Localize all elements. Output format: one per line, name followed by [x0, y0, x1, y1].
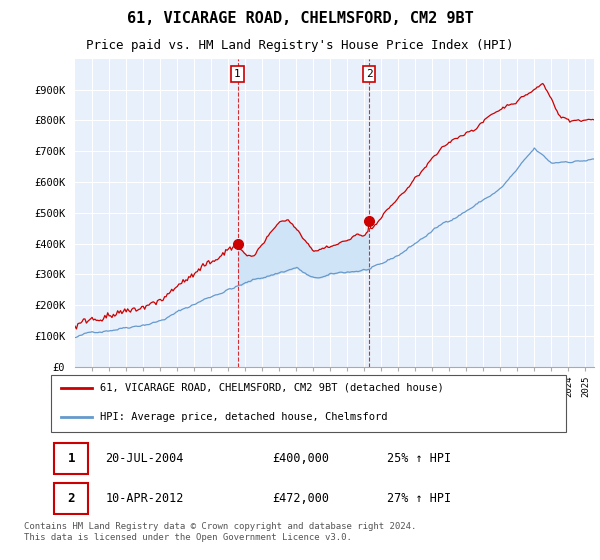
FancyBboxPatch shape: [50, 375, 566, 432]
Text: 1: 1: [67, 452, 75, 465]
Text: 27% ↑ HPI: 27% ↑ HPI: [388, 492, 451, 505]
Text: 2: 2: [67, 492, 75, 505]
Text: 61, VICARAGE ROAD, CHELMSFORD, CM2 9BT (detached house): 61, VICARAGE ROAD, CHELMSFORD, CM2 9BT (…: [100, 383, 444, 393]
FancyBboxPatch shape: [54, 444, 88, 474]
Text: 20-JUL-2004: 20-JUL-2004: [106, 452, 184, 465]
Text: 2: 2: [365, 69, 373, 79]
Text: 1: 1: [234, 69, 241, 79]
Text: 10-APR-2012: 10-APR-2012: [106, 492, 184, 505]
Text: £400,000: £400,000: [272, 452, 329, 465]
Text: HPI: Average price, detached house, Chelmsford: HPI: Average price, detached house, Chel…: [100, 412, 388, 422]
FancyBboxPatch shape: [54, 483, 88, 514]
Text: 61, VICARAGE ROAD, CHELMSFORD, CM2 9BT: 61, VICARAGE ROAD, CHELMSFORD, CM2 9BT: [127, 11, 473, 26]
Text: £472,000: £472,000: [272, 492, 329, 505]
Text: 25% ↑ HPI: 25% ↑ HPI: [388, 452, 451, 465]
Text: Price paid vs. HM Land Registry's House Price Index (HPI): Price paid vs. HM Land Registry's House …: [86, 39, 514, 52]
Text: Contains HM Land Registry data © Crown copyright and database right 2024.
This d: Contains HM Land Registry data © Crown c…: [23, 522, 416, 542]
